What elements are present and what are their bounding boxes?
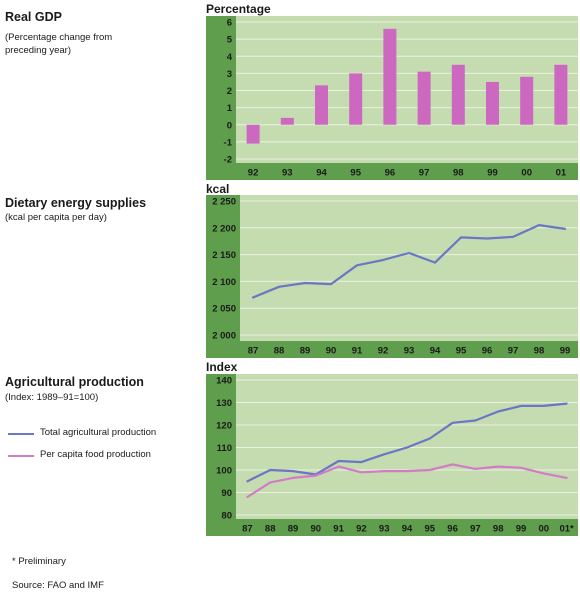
x-tick-label: 88 [274,346,285,357]
x-tick-label: 95 [425,524,436,535]
x-tick-label: 98 [493,524,504,535]
legend-swatch-total [8,433,34,435]
x-tick-label: 94 [430,346,441,357]
x-tick-label: 92 [378,346,389,357]
agri-title: Agricultural production [5,375,144,389]
x-axis-band [206,519,578,536]
legend-label-total: Total agricultural production [40,427,157,438]
x-tick-label: 87 [248,346,259,357]
y-tick-label: 80 [221,511,232,522]
bar-93 [280,117,294,125]
agri-unit-label: Index [206,360,238,374]
bar-95 [349,73,363,125]
x-tick-label: 98 [453,168,464,179]
agricultural-production-line-chart: 80 90 100 110 120 130 140 87 88 89 90 91 92 93 94 95 96 9… [206,374,578,536]
y-tick-label: 140 [216,376,232,387]
x-tick-label: 87 [242,524,253,535]
y-axis-band [206,374,236,536]
x-axis-band [206,341,578,358]
y-tick-label: 2 [227,86,232,97]
y-axis-band [206,16,236,180]
x-tick-label: 89 [300,346,311,357]
x-tick-label: 94 [316,168,327,179]
footnote-preliminary: * Preliminary [12,556,66,567]
y-tick-label: 120 [216,421,232,432]
x-tick-label: 97 [508,346,519,357]
bar-94 [315,85,328,125]
legend-item-percapita: Per capita food production [8,449,198,463]
agri-subtitle: (Index: 1989–91=100) [5,392,99,403]
x-tick-label: 90 [311,524,322,535]
x-tick-label: 93 [282,168,293,179]
y-tick-label: 90 [221,488,232,499]
x-tick-label: 96 [482,346,493,357]
y-tick-label: 6 [227,18,232,29]
y-tick-label: 130 [216,398,232,409]
diet-unit-label: kcal [206,182,230,196]
y-tick-label: -1 [224,137,233,148]
gdp-title: Real GDP [5,10,62,24]
x-tick-label: 99 [560,346,571,357]
y-tick-label: 1 [227,103,233,114]
x-tick-label: 01 [556,168,567,179]
bar-99 [486,81,499,125]
x-tick-label: 97 [470,524,481,535]
y-tick-label: 110 [217,443,232,454]
diet-title: Dietary energy supplies [5,196,147,210]
legend-swatch-percapita [8,455,34,457]
bar-97 [417,71,431,125]
x-tick-label: 88 [265,524,276,535]
legend-label-percapita: Per capita food production [40,449,151,460]
x-tick-label: 93 [379,524,390,535]
x-tick-label: 99 [487,168,498,179]
y-axis-band [206,195,240,358]
y-tick-label: 2 000 [212,331,236,342]
y-tick-label: 2 200 [212,223,236,234]
x-tick-label: 99 [516,524,527,535]
series-line-2 [246,463,568,499]
x-tick-label: 94 [402,524,413,535]
x-tick-label: 01* [559,524,574,535]
bar-00 [520,76,534,125]
x-tick-label: 90 [326,346,337,357]
x-tick-label: 96 [447,524,458,535]
y-tick-label: 5 [227,35,233,46]
x-tick-label: 98 [534,346,545,357]
y-tick-label: 2 150 [212,250,236,261]
y-tick-label: 2 100 [212,277,236,288]
bar-96 [383,28,397,125]
x-tick-label: 95 [456,346,467,357]
x-tick-label: 93 [404,346,415,357]
footnote-source: Source: FAO and IMF [12,580,104,591]
dietary-energy-line-chart: 2 000 2 050 2 100 2 150 2 200 2 250 87 88 89 90 91… [206,195,578,358]
x-axis-band [206,163,578,180]
legend-item-total: Total agricultural production [8,427,198,441]
bar-98 [451,64,465,125]
x-tick-label: 92 [356,524,367,535]
y-tick-label: 2 250 [212,197,236,208]
x-tick-label: 96 [385,168,396,179]
x-tick-label: 00 [521,168,532,179]
y-tick-label: 0 [227,120,232,131]
gdp-unit-label: Percentage [206,2,271,16]
x-tick-label: 95 [350,168,361,179]
x-tick-label: 91 [352,346,363,357]
x-tick-label: 92 [248,168,259,179]
diet-subtitle: (kcal per capita per day) [5,212,107,223]
y-tick-label: -2 [224,155,232,166]
y-tick-label: 3 [227,69,232,80]
x-tick-label: 91 [333,524,344,535]
y-tick-label: 4 [227,52,233,63]
bar-01 [554,64,568,125]
gdp-subtitle: (Percentage change from preceding year) [5,32,113,56]
x-tick-label: 00 [539,524,550,535]
x-tick-label: 89 [288,524,299,535]
y-tick-label: 2 050 [212,304,236,315]
bar-92 [246,124,260,144]
x-tick-label: 97 [419,168,430,179]
y-tick-label: 100 [216,466,232,477]
plot-area [240,195,578,341]
